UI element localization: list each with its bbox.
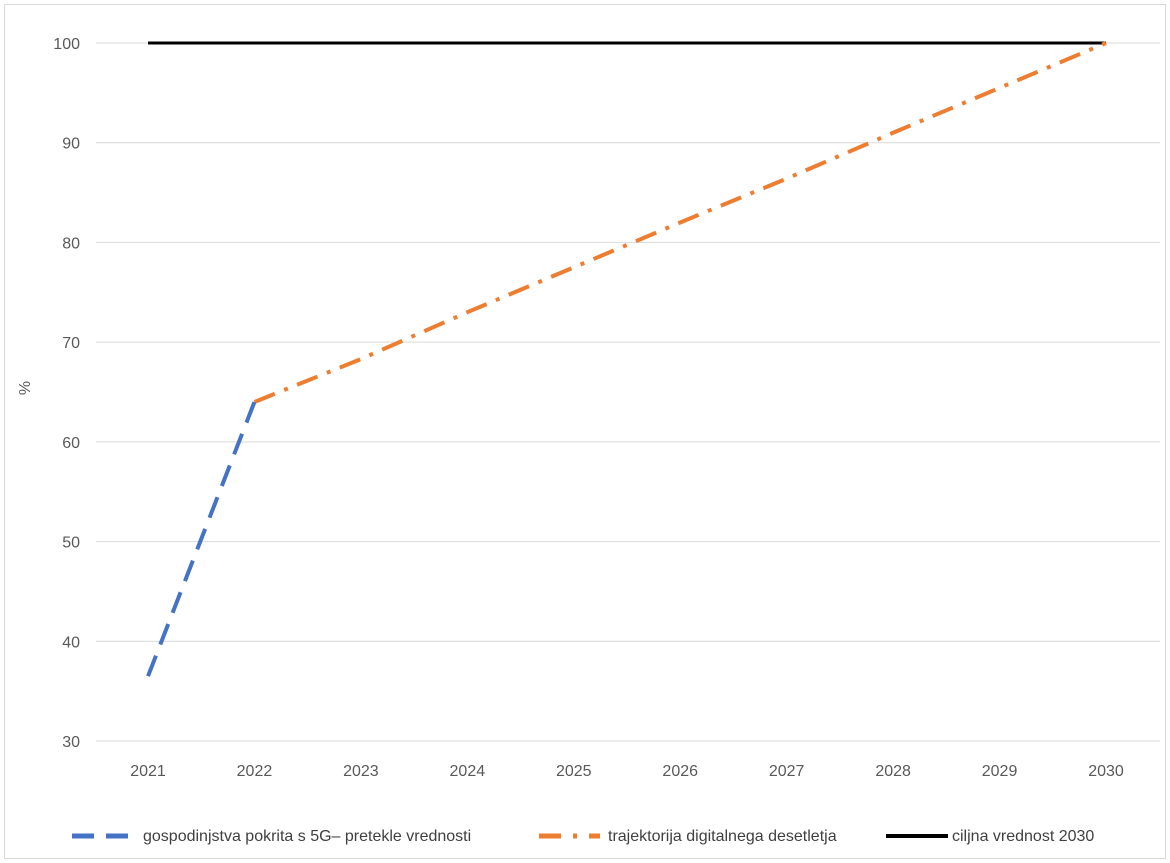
- y-tick-label: 100: [53, 36, 80, 53]
- y-tick-label: 40: [62, 634, 80, 651]
- legend-label-2: ciljna vrednost 2030: [952, 828, 1094, 845]
- y-tick-label: 70: [62, 335, 80, 352]
- x-tick-label: 2027: [769, 763, 805, 780]
- x-tick-label: 2026: [662, 763, 698, 780]
- gridlines: [96, 42, 1160, 742]
- x-tick-label: 2023: [343, 763, 379, 780]
- legend-label-0: gospodinjstva pokrita s 5G– pretekle vre…: [143, 828, 471, 845]
- x-tick-label: 2021: [130, 763, 166, 780]
- series-lines: [146, 41, 1107, 677]
- y-tick-label: 80: [62, 235, 80, 252]
- legend: gospodinjstva pokrita s 5G– pretekle vre…: [72, 828, 1094, 845]
- x-tick-label: 2029: [982, 763, 1018, 780]
- x-tick-label: 2030: [1088, 763, 1124, 780]
- x-tick-label: 2024: [450, 763, 486, 780]
- x-tick-label: 2028: [875, 763, 911, 780]
- legend-label-1: trajektorija digitalnega desetletja: [608, 828, 837, 845]
- x-axis-ticks: 2021 2022 2023 2024 2025 2026 2027 2028 2029 2030: [130, 763, 1124, 780]
- y-tick-label: 90: [62, 136, 80, 153]
- chart-area: [4, 4, 1166, 859]
- x-tick-label: 2022: [237, 763, 273, 780]
- y-tick-label: 30: [62, 734, 80, 751]
- series-line-0: [146, 401, 257, 677]
- series-line-1: [253, 41, 1107, 404]
- x-tick-label: 2025: [556, 763, 592, 780]
- y-tick-label: 60: [62, 435, 80, 452]
- y-tick-label: 50: [62, 535, 80, 552]
- y-axis-ticks: 30 40 50 60 70 80 90 100: [53, 36, 80, 751]
- y-axis-label: %: [17, 381, 34, 395]
